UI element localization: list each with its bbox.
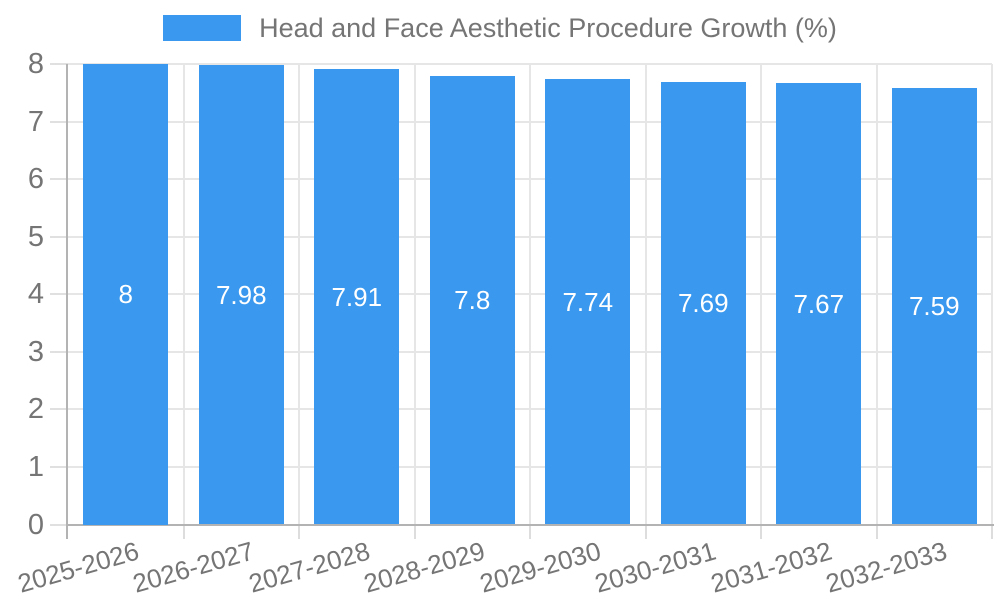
y-axis-tick-label: 4 bbox=[27, 278, 44, 311]
y-axis-tick-label: 7 bbox=[27, 105, 44, 138]
x-axis-tick bbox=[644, 524, 647, 539]
bar[interactable]: 8 bbox=[83, 64, 169, 525]
y-axis-tick-label: 0 bbox=[27, 508, 44, 541]
bar-value-label: 7.98 bbox=[215, 279, 267, 310]
y-axis-tick bbox=[50, 523, 68, 526]
bar[interactable]: 7.91 bbox=[314, 69, 400, 525]
x-axis-line bbox=[66, 523, 994, 526]
y-axis-tick bbox=[50, 408, 68, 411]
y-axis-tick bbox=[50, 293, 68, 296]
x-gridline bbox=[298, 64, 300, 525]
legend-title: Head and Face Aesthetic Procedure Growth… bbox=[259, 13, 837, 43]
bar[interactable]: 7.74 bbox=[545, 78, 631, 525]
x-gridline bbox=[182, 64, 185, 525]
x-gridline bbox=[644, 64, 647, 525]
y-axis-tick bbox=[50, 120, 68, 123]
bar[interactable]: 7.98 bbox=[198, 65, 284, 525]
x-gridline bbox=[529, 64, 531, 525]
x-axis-tick bbox=[875, 524, 878, 539]
bar-value-label: 7.8 bbox=[454, 284, 491, 315]
y-axis-tick-label: 6 bbox=[27, 163, 44, 196]
x-gridline bbox=[413, 64, 416, 525]
legend-swatch bbox=[163, 15, 242, 41]
x-axis-tick bbox=[298, 524, 300, 539]
x-axis-tick bbox=[182, 524, 185, 539]
y-axis-tick bbox=[50, 178, 68, 181]
bar-value-label: 7.74 bbox=[562, 286, 614, 317]
bar-value-label: 7.59 bbox=[908, 291, 960, 322]
bar-value-label: 8 bbox=[118, 279, 133, 310]
y-axis-tick bbox=[50, 63, 68, 65]
y-axis-tick bbox=[50, 235, 68, 238]
bar-value-label: 7.91 bbox=[331, 281, 383, 312]
x-gridline bbox=[760, 64, 762, 525]
y-axis-tick bbox=[50, 465, 68, 468]
y-axis-tick-label: 5 bbox=[27, 220, 44, 253]
chart-legend[interactable]: Head and Face Aesthetic Procedure Growth… bbox=[0, 12, 1000, 44]
y-axis-tick-label: 3 bbox=[27, 335, 44, 368]
bar-value-label: 7.67 bbox=[793, 288, 845, 319]
y-axis-tick-label: 8 bbox=[27, 48, 44, 80]
y-axis-tick-label: 2 bbox=[27, 393, 44, 426]
x-axis-tick bbox=[413, 524, 416, 539]
bar[interactable]: 7.67 bbox=[776, 82, 862, 525]
bar-value-label: 7.69 bbox=[677, 288, 729, 319]
bar[interactable]: 7.69 bbox=[660, 81, 746, 525]
x-axis-tick bbox=[991, 524, 993, 539]
x-gridline bbox=[991, 64, 993, 525]
y-axis-line bbox=[66, 64, 68, 539]
x-axis-tick bbox=[529, 524, 531, 539]
y-axis-tick-label: 1 bbox=[27, 450, 44, 483]
x-axis-tick bbox=[760, 524, 762, 539]
bar[interactable]: 7.59 bbox=[891, 87, 977, 525]
y-axis-tick bbox=[50, 350, 68, 353]
bar[interactable]: 7.8 bbox=[429, 75, 515, 525]
x-gridline bbox=[875, 64, 878, 525]
